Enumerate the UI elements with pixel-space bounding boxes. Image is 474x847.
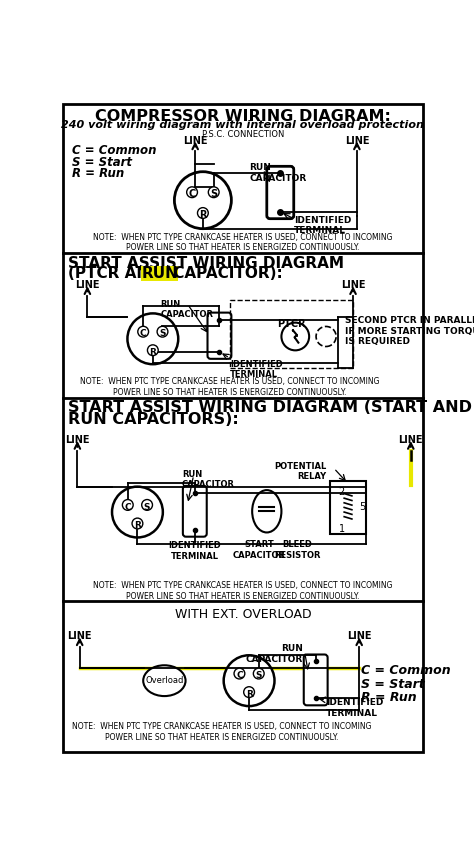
Circle shape xyxy=(174,172,231,229)
FancyBboxPatch shape xyxy=(183,486,207,537)
Text: S: S xyxy=(144,502,150,512)
Circle shape xyxy=(234,668,245,679)
Text: POTENTIAL
RELAY: POTENTIAL RELAY xyxy=(274,462,326,481)
Circle shape xyxy=(138,326,148,337)
Text: START ASSIST WIRING DIAGRAM (START AND: START ASSIST WIRING DIAGRAM (START AND xyxy=(68,401,472,415)
Text: NOTE:  WHEN PTC TYPE CRANKCASE HEATER IS USED, CONNECT TO INCOMING
POWER LINE SO: NOTE: WHEN PTC TYPE CRANKCASE HEATER IS … xyxy=(73,722,372,742)
Text: 5: 5 xyxy=(359,502,365,512)
Circle shape xyxy=(282,323,309,351)
Text: RUN: RUN xyxy=(141,267,178,281)
Text: CAPACITOR):: CAPACITOR): xyxy=(168,267,283,281)
Text: IDENTIFIED
TERMINAL: IDENTIFIED TERMINAL xyxy=(294,216,351,235)
Circle shape xyxy=(112,487,163,538)
Text: BLEED
RESISTOR: BLEED RESISTOR xyxy=(274,540,321,560)
Text: NOTE:  WHEN PTC TYPE CRANKCASE HEATER IS USED, CONNECT TO INCOMING
POWER LINE SO: NOTE: WHEN PTC TYPE CRANKCASE HEATER IS … xyxy=(93,581,392,601)
Text: RUN
CAPACITOR: RUN CAPACITOR xyxy=(246,645,303,664)
Text: R = Run: R = Run xyxy=(361,691,416,705)
Text: S: S xyxy=(255,671,262,680)
Text: C: C xyxy=(189,190,196,199)
Circle shape xyxy=(316,326,336,346)
Circle shape xyxy=(147,345,158,356)
Text: COMPRESSOR WIRING DIAGRAM:: COMPRESSOR WIRING DIAGRAM: xyxy=(95,109,391,125)
Text: RUN
CAPACITOR: RUN CAPACITOR xyxy=(182,470,235,489)
Text: IDENTIFIED
TERMINAL: IDENTIFIED TERMINAL xyxy=(326,699,383,717)
Ellipse shape xyxy=(143,665,185,696)
Text: C = Common: C = Common xyxy=(361,664,450,677)
Text: R = Run: R = Run xyxy=(72,167,124,180)
Text: LINE: LINE xyxy=(399,435,423,445)
Circle shape xyxy=(253,668,264,679)
Text: PTCR: PTCR xyxy=(277,318,306,329)
Text: LINE: LINE xyxy=(65,435,90,445)
Text: Overload: Overload xyxy=(145,676,183,685)
Text: LINE: LINE xyxy=(347,631,372,641)
Text: S = Start: S = Start xyxy=(361,678,425,690)
Text: 2: 2 xyxy=(339,487,345,497)
Text: C: C xyxy=(236,671,243,680)
Text: RUN CAPACITORS):: RUN CAPACITORS): xyxy=(68,412,239,427)
Circle shape xyxy=(142,500,153,511)
Text: IDENTIFIED
TERMINAL: IDENTIFIED TERMINAL xyxy=(168,541,221,561)
Text: START ASSIST WIRING DIAGRAM: START ASSIST WIRING DIAGRAM xyxy=(68,256,344,271)
Text: 240 volt wiring diagram with internal overload protection: 240 volt wiring diagram with internal ov… xyxy=(62,120,424,130)
Text: C: C xyxy=(140,329,146,338)
Text: NOTE:  WHEN PTC TYPE CRANKCASE HEATER IS USED, CONNECT TO INCOMING
POWER LINE SO: NOTE: WHEN PTC TYPE CRANKCASE HEATER IS … xyxy=(80,377,380,396)
Text: C = Common: C = Common xyxy=(72,144,156,157)
Circle shape xyxy=(224,656,274,706)
Bar xyxy=(230,301,353,368)
Circle shape xyxy=(122,500,133,511)
Text: RUN
CAPACITOR: RUN CAPACITOR xyxy=(249,163,306,183)
Text: WITH EXT. OVERLOAD: WITH EXT. OVERLOAD xyxy=(174,608,311,622)
Circle shape xyxy=(132,518,143,529)
Circle shape xyxy=(244,687,255,698)
Text: R: R xyxy=(199,210,207,220)
Text: START
CAPACITOR: START CAPACITOR xyxy=(233,540,286,560)
Text: R: R xyxy=(149,348,156,357)
Circle shape xyxy=(198,208,208,219)
Text: LINE: LINE xyxy=(75,280,100,291)
Circle shape xyxy=(208,187,219,197)
Text: SECOND PTCR IN PARALLEL
IF MORE STARTING TORQUE
IS REQUIRED: SECOND PTCR IN PARALLEL IF MORE STARTING… xyxy=(346,316,474,346)
Text: RUN
CAPACITOR: RUN CAPACITOR xyxy=(161,300,213,319)
Text: C: C xyxy=(125,502,131,512)
Ellipse shape xyxy=(252,490,282,533)
FancyBboxPatch shape xyxy=(208,313,231,359)
Circle shape xyxy=(187,187,198,197)
Text: LINE: LINE xyxy=(345,136,369,147)
FancyBboxPatch shape xyxy=(267,166,294,219)
Text: 1: 1 xyxy=(339,524,345,534)
Text: S: S xyxy=(159,329,166,338)
Text: IDENTIFIED
TERMINAL: IDENTIFIED TERMINAL xyxy=(230,360,283,379)
Text: S = Start: S = Start xyxy=(72,156,132,169)
Text: LINE: LINE xyxy=(341,280,365,291)
Bar xyxy=(330,481,366,534)
Text: R: R xyxy=(246,689,253,699)
FancyBboxPatch shape xyxy=(304,655,328,706)
Text: (PTCR AND: (PTCR AND xyxy=(68,267,167,281)
Circle shape xyxy=(157,326,168,337)
Circle shape xyxy=(128,313,178,364)
Text: S: S xyxy=(210,190,217,199)
Text: P.S.C. CONNECTION: P.S.C. CONNECTION xyxy=(202,130,284,139)
Text: LINE: LINE xyxy=(183,136,208,147)
Text: LINE: LINE xyxy=(67,631,92,641)
Text: NOTE:  WHEN PTC TYPE CRANKCASE HEATER IS USED, CONNECT TO INCOMING
POWER LINE SO: NOTE: WHEN PTC TYPE CRANKCASE HEATER IS … xyxy=(93,233,392,252)
Text: R: R xyxy=(134,521,141,530)
